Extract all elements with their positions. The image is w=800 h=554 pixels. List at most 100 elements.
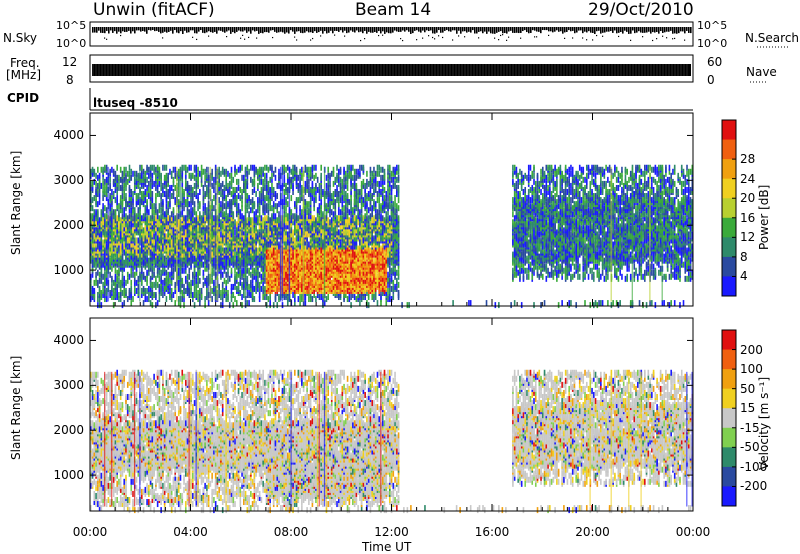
power-cell	[266, 185, 268, 191]
nsky-dot	[536, 36, 537, 37]
power-cell	[206, 185, 208, 191]
power-cell	[213, 183, 215, 189]
power-cell	[236, 169, 238, 175]
power-cell	[213, 215, 215, 221]
nsky-sample	[426, 27, 428, 30]
power-cell	[211, 268, 213, 274]
nsky-sample	[390, 27, 392, 33]
nsky-sample	[230, 27, 232, 34]
power-cell	[248, 235, 250, 241]
nsky-sample	[312, 27, 314, 33]
power-cell	[188, 165, 190, 171]
nsky-dot	[618, 36, 619, 37]
nsky-dot	[422, 38, 423, 39]
nsky-sample	[270, 27, 272, 31]
power-cell	[269, 187, 271, 193]
power-cell	[181, 268, 183, 274]
nsky-sample	[314, 27, 316, 31]
power-cell	[222, 167, 224, 173]
power-cell	[299, 300, 301, 306]
nsky-sample	[474, 27, 476, 34]
power-cell	[218, 197, 220, 203]
nsky-sample	[380, 27, 382, 33]
power-cell	[137, 183, 139, 189]
power-cell	[283, 205, 285, 211]
nsky-dot	[310, 39, 311, 40]
power-cell	[152, 191, 154, 197]
power-cell	[153, 203, 155, 209]
power-cell	[162, 183, 164, 189]
power-cell	[157, 209, 159, 215]
power-cell	[292, 252, 294, 258]
power-cell	[130, 175, 132, 181]
power-cell	[268, 195, 270, 201]
power-cell	[301, 227, 303, 233]
power-cell	[120, 185, 122, 191]
nsky-sample	[310, 27, 312, 32]
nsky-dot	[334, 35, 335, 36]
power-cell	[283, 165, 285, 171]
power-cell	[118, 203, 120, 209]
nsky-sample	[372, 27, 374, 33]
power-cell	[123, 167, 125, 173]
power-cell	[188, 201, 190, 207]
power-cell	[301, 209, 303, 215]
power-cell	[259, 191, 261, 197]
power-cell	[150, 300, 152, 306]
power-cell	[275, 191, 277, 197]
nsky-sample	[208, 27, 210, 31]
power-cell	[167, 201, 169, 207]
power-cell	[250, 292, 252, 298]
nsky-sample	[320, 27, 322, 31]
power-cell	[111, 195, 113, 201]
power-cell	[197, 233, 199, 239]
power-cell	[137, 199, 139, 205]
power-cell	[238, 193, 240, 199]
power-cell	[250, 165, 252, 171]
power-cell	[222, 282, 224, 288]
power-cell	[155, 193, 157, 199]
power-cell	[183, 189, 185, 195]
nsky-sample	[318, 27, 320, 32]
power-cell	[187, 167, 189, 173]
nsky-sample	[466, 27, 468, 33]
power-cell	[132, 171, 134, 177]
power-cell	[162, 199, 164, 205]
power-cell	[206, 248, 208, 254]
power-cell	[101, 290, 103, 296]
power-cell	[218, 167, 220, 173]
power-cell	[134, 288, 136, 294]
power-cell	[257, 229, 259, 235]
nsky-sample	[406, 27, 408, 30]
nsky-sample	[444, 27, 446, 31]
power-cell	[252, 284, 254, 290]
power-cell	[111, 207, 113, 213]
power-cell	[262, 187, 264, 193]
power-cell	[305, 246, 307, 252]
power-cell	[183, 215, 185, 221]
power-cell	[166, 296, 168, 302]
power-cell	[299, 169, 301, 175]
nsky-sample	[434, 27, 436, 34]
power-cell	[234, 268, 236, 274]
nsky-sample	[264, 27, 266, 32]
power-cell	[166, 270, 168, 276]
power-cell	[185, 276, 187, 282]
power-cell	[239, 195, 241, 201]
nsky-dot	[656, 38, 657, 39]
power-cell	[220, 290, 222, 296]
nsky-sample	[464, 27, 466, 31]
power-cell	[241, 282, 243, 288]
power-cell	[132, 296, 134, 302]
power-cell	[95, 181, 97, 187]
power-cell	[153, 292, 155, 298]
power-cell	[211, 199, 213, 205]
nsky-sample	[376, 27, 378, 33]
power-cell	[145, 171, 147, 177]
nsky-sample	[386, 27, 388, 32]
power-cell	[220, 302, 222, 308]
power-cell	[206, 254, 208, 260]
power-cell	[224, 211, 226, 217]
power-cell	[141, 191, 143, 197]
power-cell	[130, 207, 132, 213]
